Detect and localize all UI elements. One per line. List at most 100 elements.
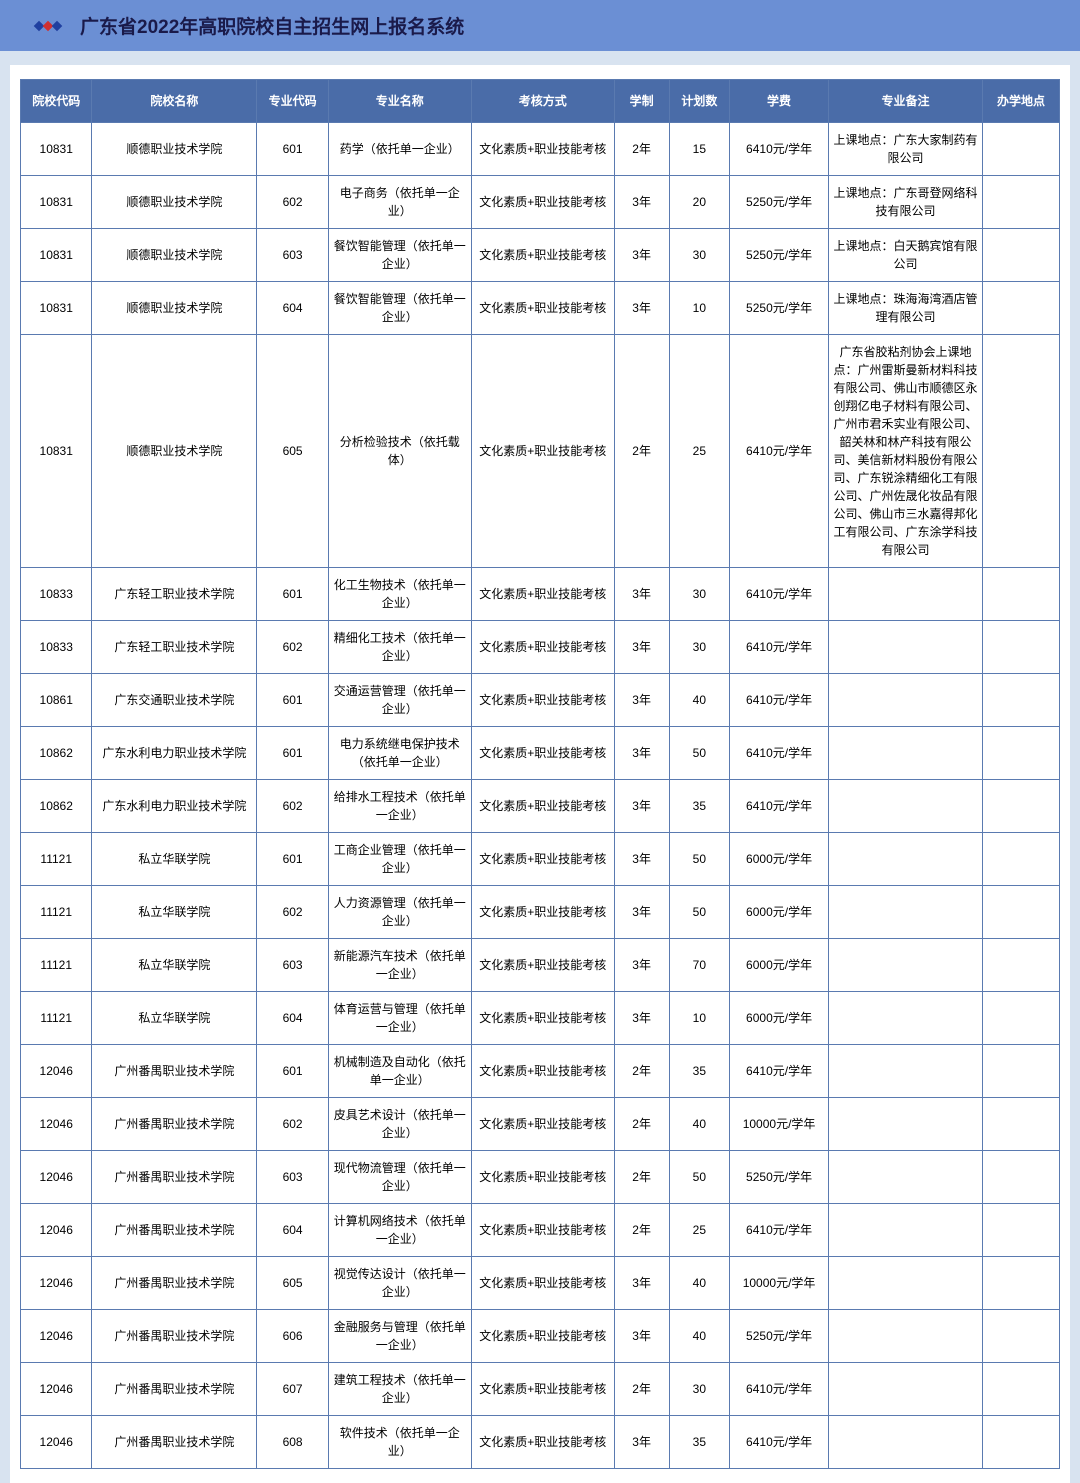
table-cell: 私立华联学院 [92,939,257,992]
page-title: 广东省2022年高职院校自主招生网上报名系统 [80,12,464,39]
table-cell: 10833 [21,621,92,674]
table-cell: 10831 [21,176,92,229]
table-cell: 604 [257,1204,328,1257]
table-cell: 70 [669,939,729,992]
table-cell: 文化素质+职业技能考核 [471,1098,614,1151]
table-cell [982,727,1059,780]
table-cell: 文化素质+职业技能考核 [471,621,614,674]
table-row: 11121私立华联学院604体育运营与管理（依托单一企业）文化素质+职业技能考核… [21,992,1060,1045]
table-cell: 2年 [614,335,669,568]
table-cell: 广东水利电力职业技术学院 [92,780,257,833]
table-cell: 文化素质+职业技能考核 [471,1310,614,1363]
table-cell: 文化素质+职业技能考核 [471,1363,614,1416]
table-cell: 广东省胶粘剂协会上课地点：广州雷斯曼新材料科技有限公司、佛山市顺德区永创翔亿电子… [829,335,983,568]
table-cell: 40 [669,674,729,727]
table-cell [982,1257,1059,1310]
table-cell [982,886,1059,939]
table-cell: 现代物流管理（依托单一企业） [328,1151,471,1204]
table-cell: 文化素质+职业技能考核 [471,1416,614,1469]
table-cell: 体育运营与管理（依托单一企业） [328,992,471,1045]
table-cell [982,992,1059,1045]
table-cell: 605 [257,335,328,568]
table-cell: 12046 [21,1257,92,1310]
table-cell: 3年 [614,939,669,992]
table-cell: 10862 [21,727,92,780]
table-cell: 广州番禺职业技术学院 [92,1151,257,1204]
table-cell: 建筑工程技术（依托单一企业） [328,1363,471,1416]
table-row: 10862广东水利电力职业技术学院601电力系统继电保护技术（依托单一企业）文化… [21,727,1060,780]
header-bar: 广东省2022年高职院校自主招生网上报名系统 [0,0,1080,51]
table-cell: 35 [669,1416,729,1469]
table-cell: 35 [669,780,729,833]
table-cell [982,1416,1059,1469]
table-cell: 3年 [614,833,669,886]
table-cell: 工商企业管理（依托单一企业） [328,833,471,886]
table-cell: 11121 [21,939,92,992]
table-cell: 6410元/学年 [730,1363,829,1416]
table-cell: 3年 [614,621,669,674]
table-cell: 3年 [614,282,669,335]
table-cell: 601 [257,568,328,621]
table-cell: 40 [669,1098,729,1151]
col-header: 考核方式 [471,80,614,123]
table-cell: 化工生物技术（依托单一企业） [328,568,471,621]
table-body: 10831顺德职业技术学院601药学（依托单一企业）文化素质+职业技能考核2年1… [21,123,1060,1469]
table-cell: 私立华联学院 [92,992,257,1045]
table-cell: 3年 [614,780,669,833]
table-cell [982,229,1059,282]
table-cell: 25 [669,1204,729,1257]
table-cell: 顺德职业技术学院 [92,335,257,568]
table-cell: 601 [257,727,328,780]
table-cell: 顺德职业技术学院 [92,229,257,282]
table-cell: 30 [669,229,729,282]
table-cell: 30 [669,1363,729,1416]
table-cell: 5250元/学年 [730,229,829,282]
table-cell: 10 [669,992,729,1045]
table-cell: 601 [257,833,328,886]
table-cell [982,1098,1059,1151]
col-header: 专业代码 [257,80,328,123]
table-cell [982,176,1059,229]
table-row: 12046广州番禺职业技术学院602皮具艺术设计（依托单一企业）文化素质+职业技… [21,1098,1060,1151]
table-cell: 25 [669,335,729,568]
table-cell [982,1151,1059,1204]
table-cell: 12046 [21,1416,92,1469]
table-row: 11121私立华联学院603新能源汽车技术（依托单一企业）文化素质+职业技能考核… [21,939,1060,992]
table-cell: 广州番禺职业技术学院 [92,1257,257,1310]
table-row: 12046广州番禺职业技术学院604计算机网络技术（依托单一企业）文化素质+职业… [21,1204,1060,1257]
table-cell [982,780,1059,833]
table-cell: 12046 [21,1310,92,1363]
table-row: 12046广州番禺职业技术学院603现代物流管理（依托单一企业）文化素质+职业技… [21,1151,1060,1204]
table-row: 12046广州番禺职业技术学院601机械制造及自动化（依托单一企业）文化素质+职… [21,1045,1060,1098]
col-header: 学制 [614,80,669,123]
table-cell [829,1045,983,1098]
table-cell: 顺德职业技术学院 [92,176,257,229]
col-header: 专业备注 [829,80,983,123]
table-cell: 6410元/学年 [730,780,829,833]
table-cell: 给排水工程技术（依托单一企业） [328,780,471,833]
table-cell: 广州番禺职业技术学院 [92,1098,257,1151]
table-row: 12046广州番禺职业技术学院606金融服务与管理（依托单一企业）文化素质+职业… [21,1310,1060,1363]
table-cell: 文化素质+职业技能考核 [471,568,614,621]
table-cell: 602 [257,176,328,229]
table-cell [982,1363,1059,1416]
table-cell: 交通运营管理（依托单一企业） [328,674,471,727]
table-cell: 上课地点：广东哥登网络科技有限公司 [829,176,983,229]
table-cell [829,727,983,780]
table-cell: 603 [257,229,328,282]
table-cell: 文化素质+职业技能考核 [471,176,614,229]
table-cell: 11121 [21,833,92,886]
table-cell [829,992,983,1045]
table-cell: 30 [669,568,729,621]
table-cell: 6000元/学年 [730,886,829,939]
table-cell [982,939,1059,992]
table-cell: 文化素质+职业技能考核 [471,1204,614,1257]
table-cell: 3年 [614,674,669,727]
table-cell: 皮具艺术设计（依托单一企业） [328,1098,471,1151]
table-cell: 2年 [614,1204,669,1257]
table-cell: 上课地点：白天鹅宾馆有限公司 [829,229,983,282]
table-cell: 3年 [614,176,669,229]
table-cell: 广州番禺职业技术学院 [92,1045,257,1098]
table-cell: 6000元/学年 [730,833,829,886]
table-cell: 602 [257,1098,328,1151]
